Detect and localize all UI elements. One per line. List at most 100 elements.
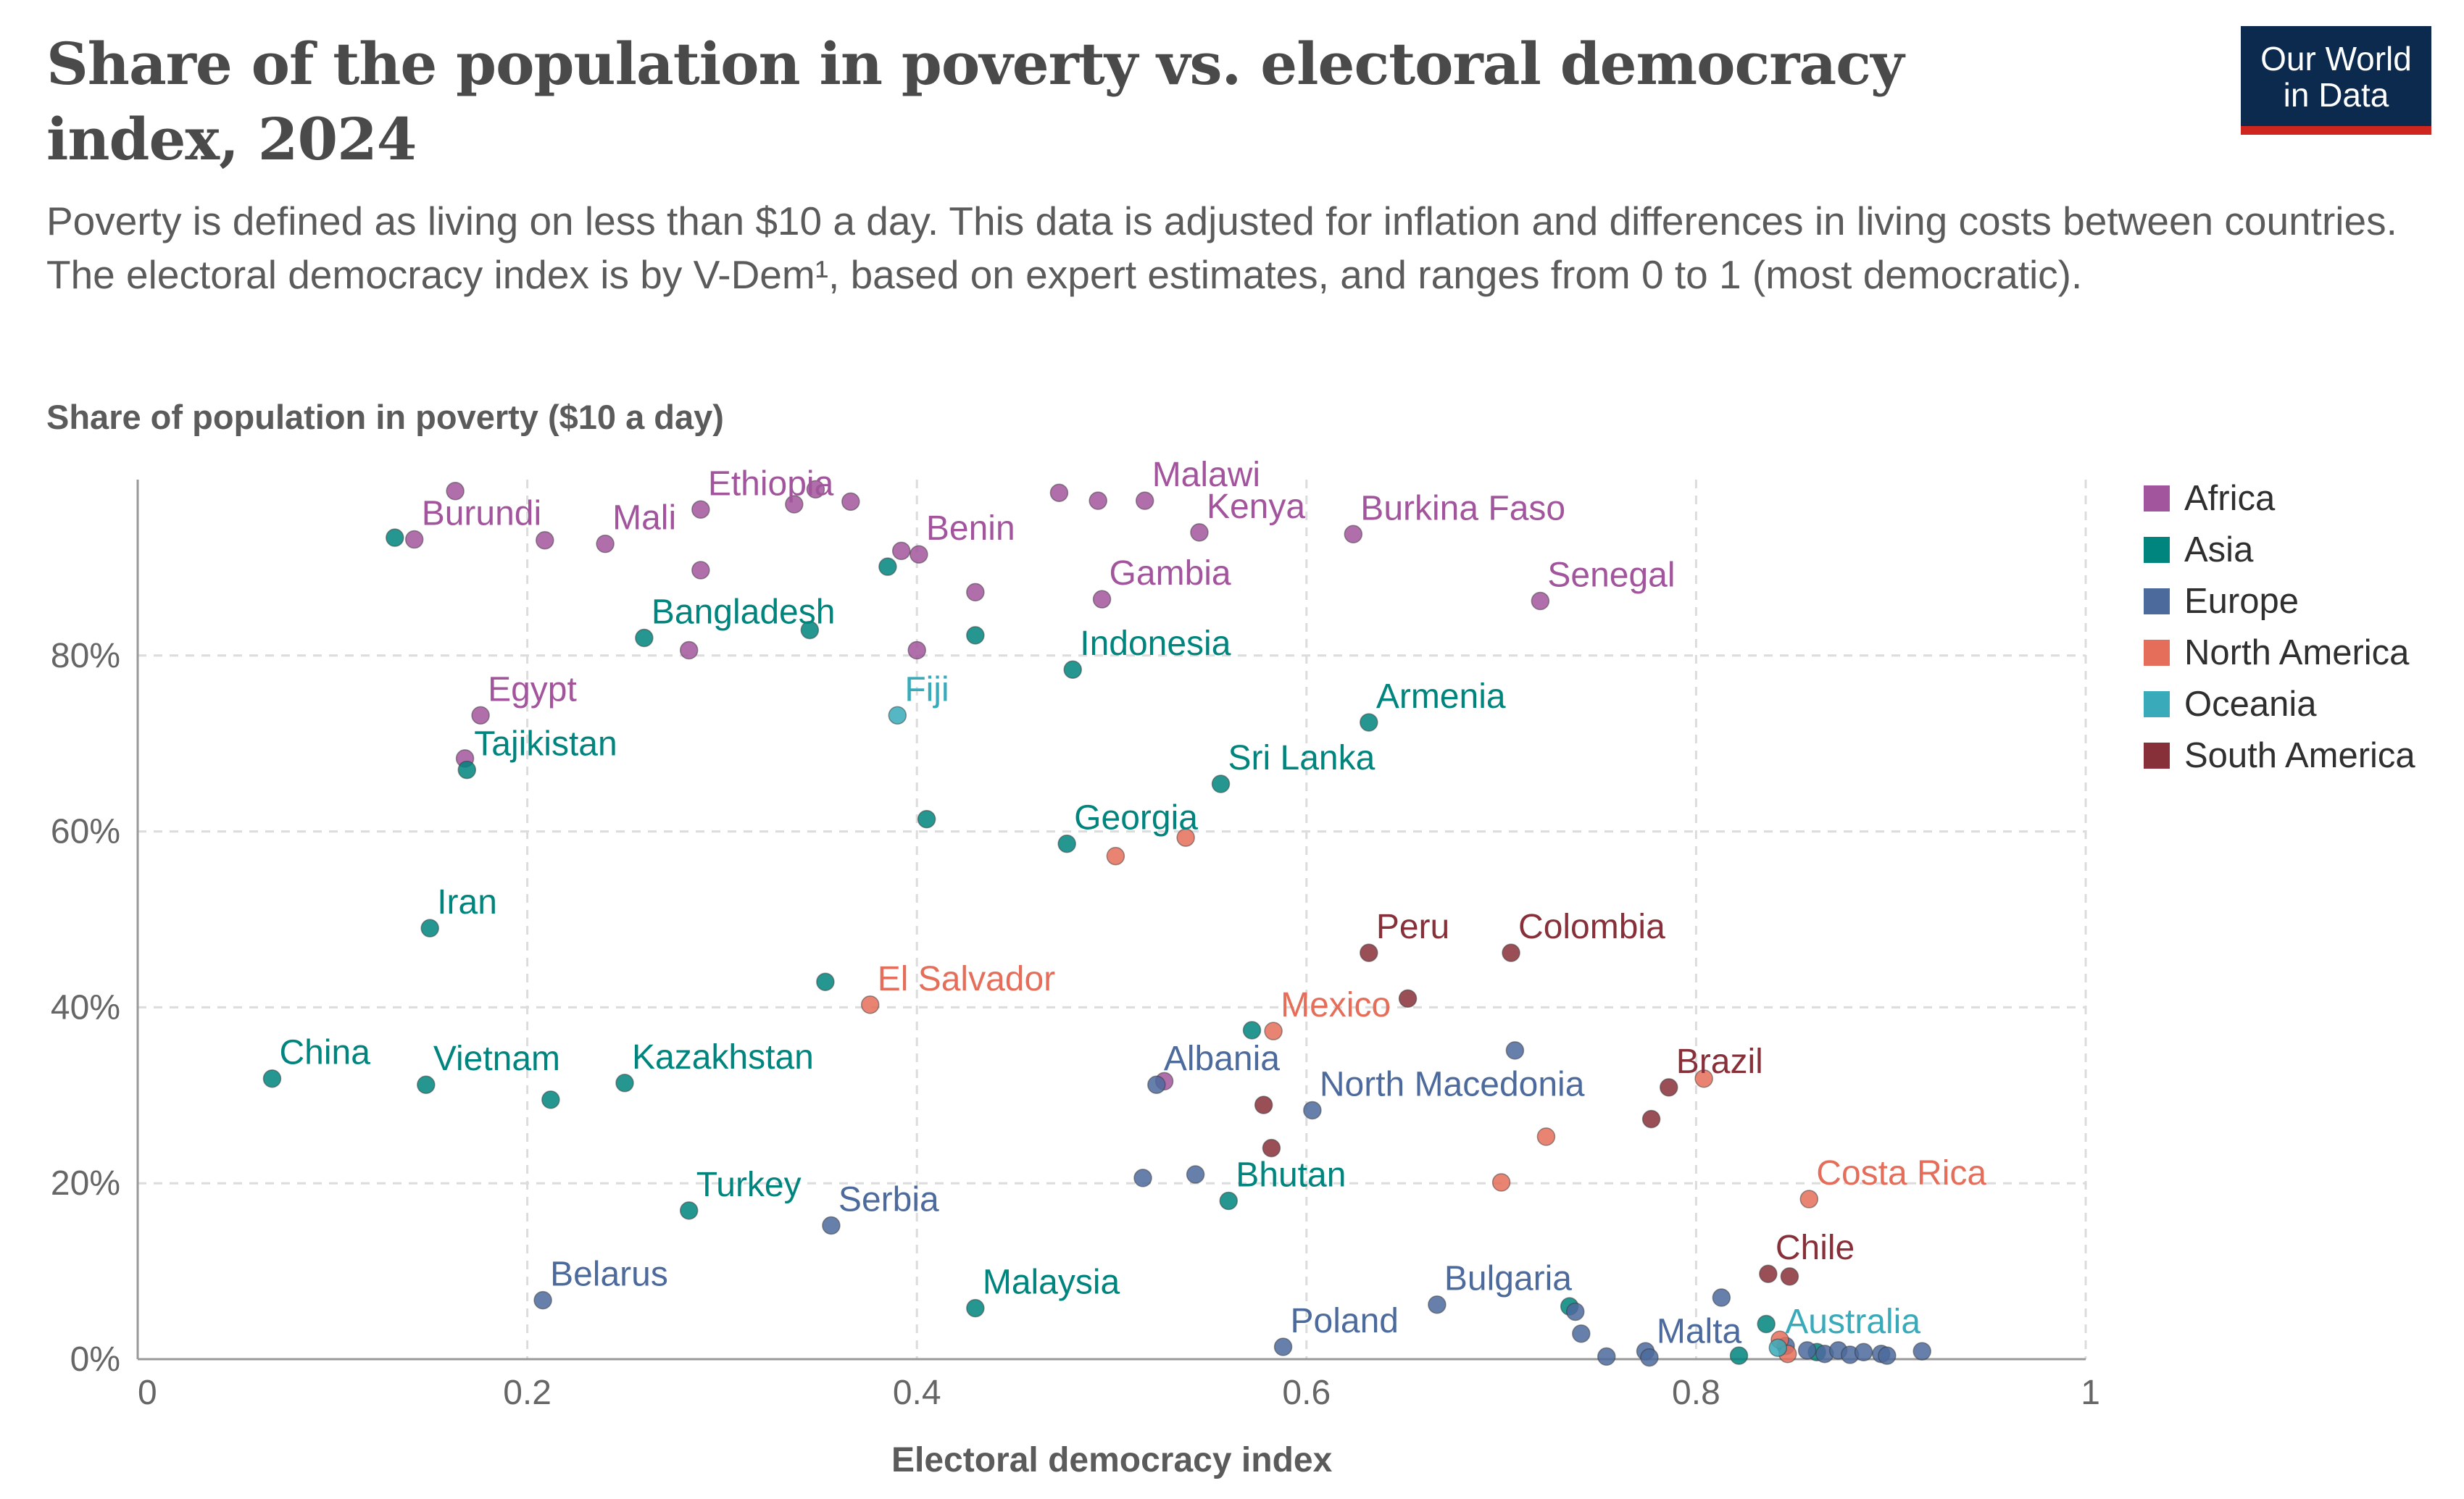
data-point-africa [891,541,911,561]
x-tick-label: 0.8 [1672,1374,1720,1412]
data-point-europe [1273,1337,1293,1356]
data-point-europe [1565,1302,1585,1321]
point-label-georgia: Georgia [1074,799,1198,838]
data-point-africa [1531,591,1550,611]
data-point-europe [1712,1288,1731,1307]
data-point-europe [1597,1347,1616,1366]
point-label-brazil: Brazil [1676,1043,1763,1081]
data-point-oceania [888,706,907,725]
legend-swatch [2144,639,2170,666]
data-point-north-america [1176,828,1195,847]
x-tick-label: 0.4 [893,1374,941,1412]
point-label-senegal: Senegal [1547,556,1675,595]
data-point-africa [596,534,615,554]
data-point-europe [1640,1348,1659,1367]
y-tick-label: 40% [51,988,120,1027]
data-point-asia [541,1090,560,1109]
data-point-asia [1063,660,1082,679]
grid-lines [138,480,2087,1359]
data-point-south-america [1360,943,1378,962]
point-label-belarus: Belarus [550,1256,668,1294]
legend-label: North America [2184,632,2410,672]
data-point-africa [679,640,699,660]
point-label-kazakhstan: Kazakhstan [632,1038,814,1077]
data-point-africa [1092,590,1112,609]
point-label-bangladesh: Bangladesh [652,593,836,632]
data-point-asia [878,557,897,576]
legend-label: Asia [2184,530,2254,569]
point-label-australia: Australia [1785,1303,1920,1341]
point-label-turkey: Turkey [696,1166,802,1204]
data-point-asia [816,972,835,991]
data-point-asia [1757,1314,1776,1334]
x-tick-label: 0.2 [503,1374,552,1412]
data-point-europe [1878,1346,1897,1365]
data-point-africa [471,706,490,725]
point-label-costa-rica: Costa Rica [1816,1154,1986,1193]
data-point-north-america [1536,1127,1556,1146]
point-label-el-salvador: El Salvador [878,960,1055,998]
point-label-tajikistan: Tajikistan [474,725,617,764]
data-point-north-america [1694,1069,1713,1088]
data-point-europe [1428,1295,1447,1314]
legend-label: Europe [2184,581,2299,621]
point-label-burkina-faso: Burkina Faso [1360,489,1565,527]
data-point-asia [1729,1346,1749,1365]
data-point-asia [800,620,820,640]
point-label-albania: Albania [1164,1040,1280,1078]
y-tick-label: 0% [70,1340,120,1379]
data-point-africa [1190,523,1209,542]
point-label-iran: Iran [437,883,497,922]
data-point-europe [1186,1165,1205,1184]
logo-line-1: Our World [2260,40,2412,78]
data-point-africa [691,561,710,580]
y-tick-label: 20% [51,1164,120,1203]
legend-item-europe[interactable]: Europe [2144,575,2415,627]
legend-item-south-america[interactable]: South America [2144,730,2415,781]
data-point-asia [679,1201,699,1220]
chart-title: Share of the population in poverty vs. e… [46,30,1904,173]
data-point-africa [691,500,710,519]
data-point-africa [785,495,804,514]
point-label-serbia: Serbia [838,1180,939,1219]
x-axis-label: Electoral democracy index [891,1441,1333,1479]
legend-item-africa[interactable]: Africa [2144,472,2415,524]
data-point-africa [806,480,825,499]
point-label-fiji: Fiji [904,670,949,709]
owid-logo[interactable]: Our World in Data [2241,26,2431,135]
data-point-south-america [1780,1267,1799,1286]
x-tick-label: 0 [138,1374,157,1412]
data-point-north-america [1491,1173,1511,1192]
data-point-europe [1133,1169,1152,1187]
data-point-north-america [1799,1190,1819,1208]
point-label-malawi: Malawi [1152,456,1260,494]
point-label-bhutan: Bhutan [1236,1156,1346,1194]
legend-item-north-america[interactable]: North America [2144,627,2415,678]
data-point-africa [907,640,926,660]
logo-accent-bar [2241,126,2431,135]
point-label-poland: Poland [1291,1302,1399,1340]
data-point-europe [1303,1101,1322,1120]
data-point-africa [910,545,928,564]
data-point-north-america [1106,846,1125,866]
data-points [262,480,1931,1367]
data-point-asia [262,1069,282,1088]
legend-label: Africa [2184,478,2276,518]
data-point-south-america [1254,1095,1273,1114]
legend-item-asia[interactable]: Asia [2144,524,2415,575]
data-point-south-america [1641,1109,1661,1129]
data-point-asia [1360,713,1378,732]
data-point-south-america [1262,1138,1281,1158]
legend-item-oceania[interactable]: Oceania [2144,678,2415,730]
point-label-kenya: Kenya [1207,488,1305,526]
point-label-malta: Malta [1657,1313,1742,1351]
data-point-asia [966,626,985,645]
legend: Africa Asia Europe North America Oceania Sout… [2144,472,2415,781]
data-point-asia [1057,834,1076,853]
data-point-south-america [1759,1264,1778,1283]
data-point-south-america [1398,989,1418,1009]
y-axis-label: Share of population in poverty ($10 a da… [46,398,724,436]
data-point-europe [1912,1342,1931,1361]
data-point-europe [1854,1343,1873,1362]
